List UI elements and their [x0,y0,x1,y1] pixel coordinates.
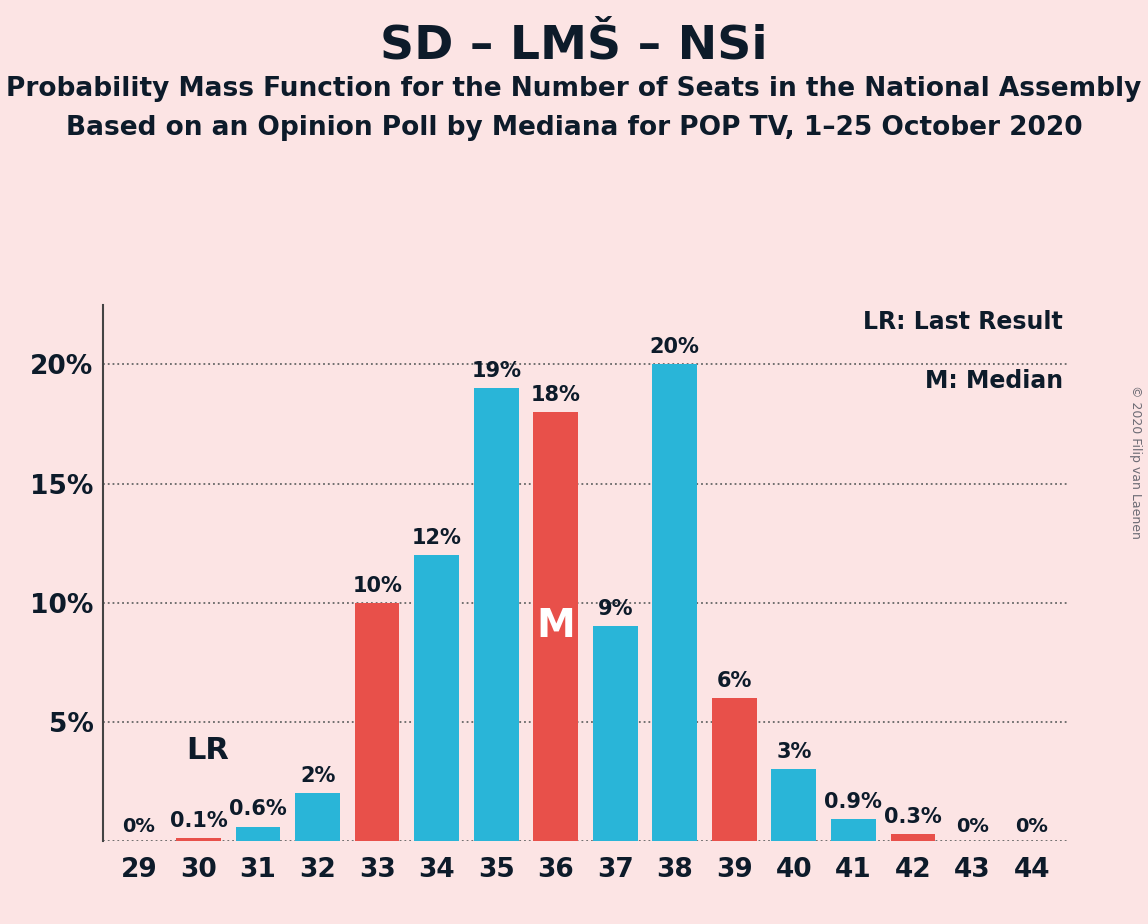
Bar [295,793,340,841]
Bar [235,827,280,841]
Text: Probability Mass Function for the Number of Seats in the National Assembly: Probability Mass Function for the Number… [6,76,1142,102]
Bar [177,838,220,841]
Text: 20%: 20% [650,337,700,358]
Text: 0%: 0% [123,817,155,836]
Bar [831,820,876,841]
Text: LR: Last Result: LR: Last Result [863,310,1063,334]
Bar [712,698,757,841]
Text: 9%: 9% [597,600,633,619]
Text: 12%: 12% [412,528,461,548]
Text: LR: LR [186,736,228,765]
Bar [891,833,936,841]
Text: © 2020 Filip van Laenen: © 2020 Filip van Laenen [1130,385,1142,539]
Text: 2%: 2% [300,766,335,786]
Text: Based on an Opinion Poll by Mediana for POP TV, 1–25 October 2020: Based on an Opinion Poll by Mediana for … [65,115,1083,140]
Bar [771,770,816,841]
Bar [534,412,579,841]
Text: SD – LMŠ – NSi: SD – LMŠ – NSi [380,23,768,68]
Text: 0.3%: 0.3% [884,807,941,827]
Bar [474,388,519,841]
Text: 3%: 3% [776,742,812,762]
Text: 18%: 18% [530,385,581,405]
Bar [652,364,697,841]
Text: 6%: 6% [716,671,752,691]
Text: 0%: 0% [956,817,988,836]
Text: 0.1%: 0.1% [170,811,227,832]
Text: M: M [536,607,575,646]
Text: 0%: 0% [1016,817,1048,836]
Bar [592,626,637,841]
Bar [414,555,459,841]
Text: 10%: 10% [352,576,402,595]
Text: 0.9%: 0.9% [824,792,883,812]
Text: 19%: 19% [471,361,521,381]
Bar [355,602,400,841]
Text: 0.6%: 0.6% [230,799,287,820]
Text: M: Median: M: Median [924,370,1063,394]
